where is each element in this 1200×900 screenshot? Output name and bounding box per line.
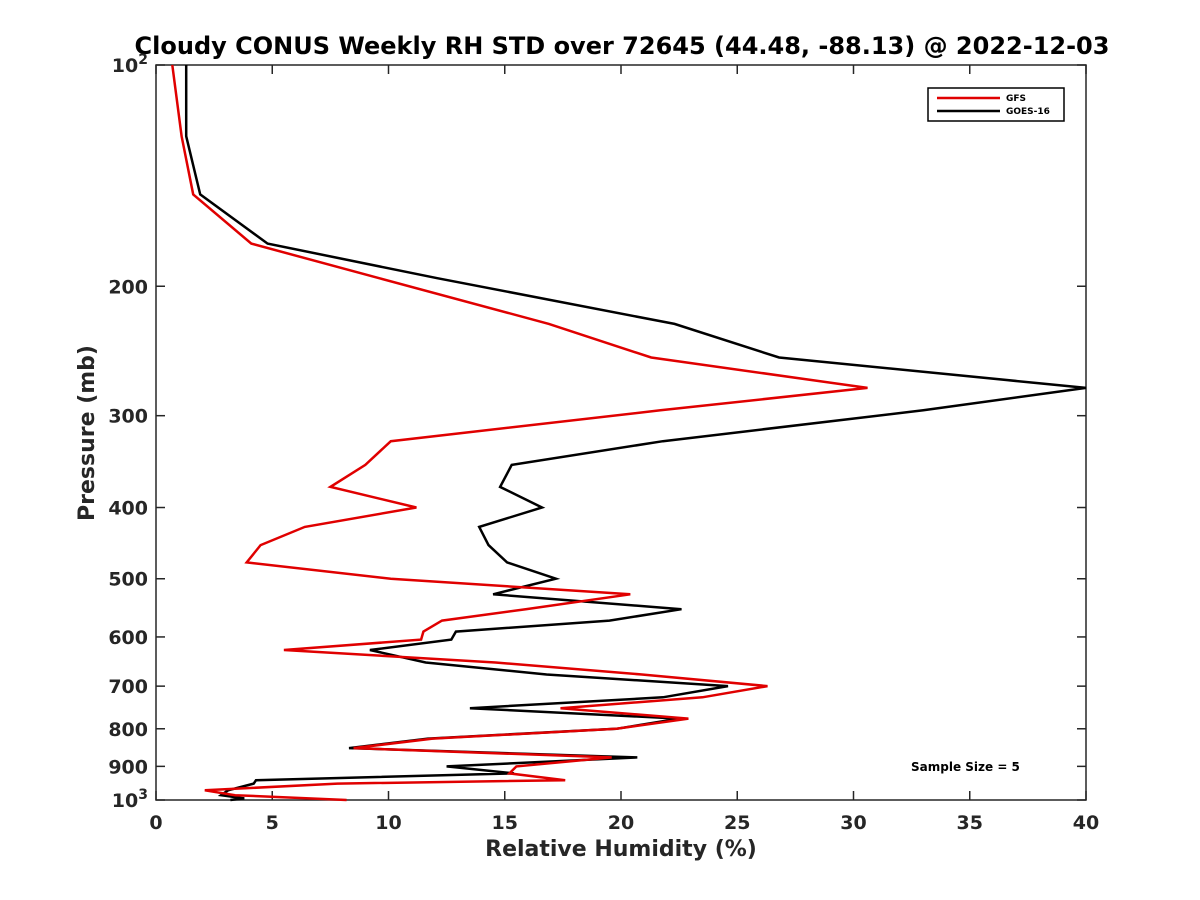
y-tick-label: 102 xyxy=(112,52,148,77)
x-tick-label: 20 xyxy=(608,812,634,834)
y-tick-label: 900 xyxy=(108,756,148,778)
series-line-goes16 xyxy=(184,65,1087,802)
legend-box xyxy=(927,87,1065,122)
y-axis-label: Pressure (mb) xyxy=(75,345,100,521)
y-tick-label: 700 xyxy=(108,676,148,698)
x-axis-label: Relative Humidity (%) xyxy=(485,837,757,862)
y-tick-label: 400 xyxy=(108,498,148,520)
series-line-gfs xyxy=(171,64,868,802)
legend: GFS GOES-16 xyxy=(927,87,1065,122)
series-layer xyxy=(171,64,1087,802)
y-tick-label: 103 xyxy=(112,787,148,812)
y-tick-label: 300 xyxy=(108,406,148,428)
chart-title: Cloudy CONUS Weekly RH STD over 72645 (4… xyxy=(135,32,1110,60)
sample-size-annotation: Sample Size = 5 xyxy=(911,760,1020,774)
y-tick-label: 600 xyxy=(108,627,148,649)
legend-label-gfs: GFS xyxy=(1006,94,1026,104)
x-tick-label: 35 xyxy=(957,812,983,834)
x-tick-label: 5 xyxy=(266,812,279,834)
x-tick-label: 30 xyxy=(840,812,866,834)
x-tick-label: 0 xyxy=(149,812,162,834)
x-tick-label: 10 xyxy=(375,812,401,834)
y-tick-label: 200 xyxy=(108,276,148,298)
y-tick-label: 800 xyxy=(108,719,148,741)
y-axis: 102 200 300 400 500 600 700 800 900 103 xyxy=(108,52,1086,812)
plot-area xyxy=(155,64,1087,801)
x-tick-label: 15 xyxy=(492,812,518,834)
x-axis: 0 5 10 15 20 25 30 35 40 xyxy=(149,65,1099,834)
legend-label-goes16: GOES-16 xyxy=(1006,107,1050,117)
x-tick-label: 25 xyxy=(724,812,750,834)
y-tick-label: 500 xyxy=(108,569,148,591)
x-tick-label: 40 xyxy=(1073,812,1099,834)
